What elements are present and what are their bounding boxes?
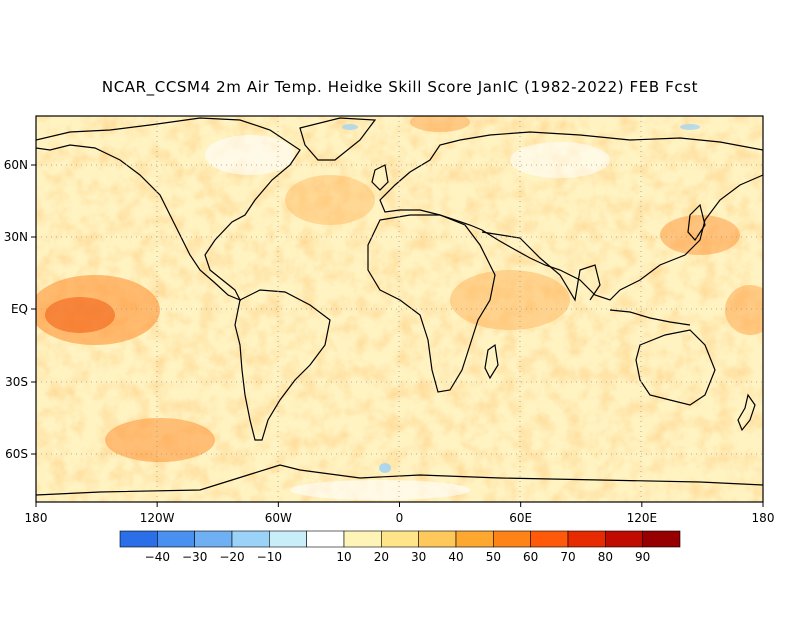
x-tick-label: 180 (752, 511, 775, 525)
colorbar-segment (455, 530, 494, 548)
skill-field (36, 116, 763, 502)
colorbar-segment (157, 530, 195, 548)
map-title: NCAR_CCSM4 2m Air Temp. Heidke Skill Sco… (101, 78, 699, 96)
colorbar-segment (194, 530, 233, 548)
colorbar: −40 −30 −20 −10 10 20 30 40 50 60 70 80 90 (119, 530, 681, 564)
colorbar-label: 10 (336, 550, 351, 564)
colorbar-label: 60 (523, 550, 538, 564)
colorbar-label: 70 (560, 550, 575, 564)
x-tick-label: 0 (396, 511, 404, 525)
y-tick-label: EQ (11, 302, 28, 316)
colorbar-label: 40 (448, 550, 463, 564)
colorbar-segment (381, 530, 419, 548)
x-tick-label: 120W (140, 511, 175, 525)
colorbar-label: 90 (635, 550, 650, 564)
x-tick-label: 60E (509, 511, 532, 525)
longitude-ticks: 180 120W 60W 0 60E 120E 180 (25, 502, 775, 525)
colorbar-label: −30 (182, 550, 207, 564)
colorbar-segment (605, 530, 643, 548)
colorbar-label: 50 (486, 550, 501, 564)
x-tick-label: 120E (627, 511, 658, 525)
colorbar-label: 20 (374, 550, 389, 564)
colorbar-segment (567, 530, 606, 548)
colorbar-segment (343, 530, 382, 548)
colorbar-label: −20 (219, 550, 244, 564)
colorbar-segment (269, 530, 307, 548)
colorbar-segment (306, 530, 345, 548)
colorbar-label: −10 (257, 550, 282, 564)
colorbar-segment (493, 530, 531, 548)
y-tick-label: 30N (4, 230, 28, 244)
colorbar-segment (418, 530, 457, 548)
x-tick-label: 180 (25, 511, 48, 525)
colorbar-label: 30 (411, 550, 426, 564)
colorbar-segment (119, 530, 158, 548)
colorbar-segment (642, 530, 681, 548)
graticule (36, 116, 763, 502)
colorbar-label: −40 (145, 550, 170, 564)
y-tick-label: 60S (5, 447, 28, 461)
coastlines (36, 117, 763, 496)
y-tick-label: 30S (5, 375, 28, 389)
colorbar-segment (530, 530, 569, 548)
colorbar-segment (231, 530, 270, 548)
x-tick-label: 60W (265, 511, 292, 525)
latitude-ticks: 60N 30N EQ 30S 60S (4, 158, 36, 461)
y-tick-label: 60N (4, 158, 28, 172)
colorbar-label: 80 (598, 550, 613, 564)
